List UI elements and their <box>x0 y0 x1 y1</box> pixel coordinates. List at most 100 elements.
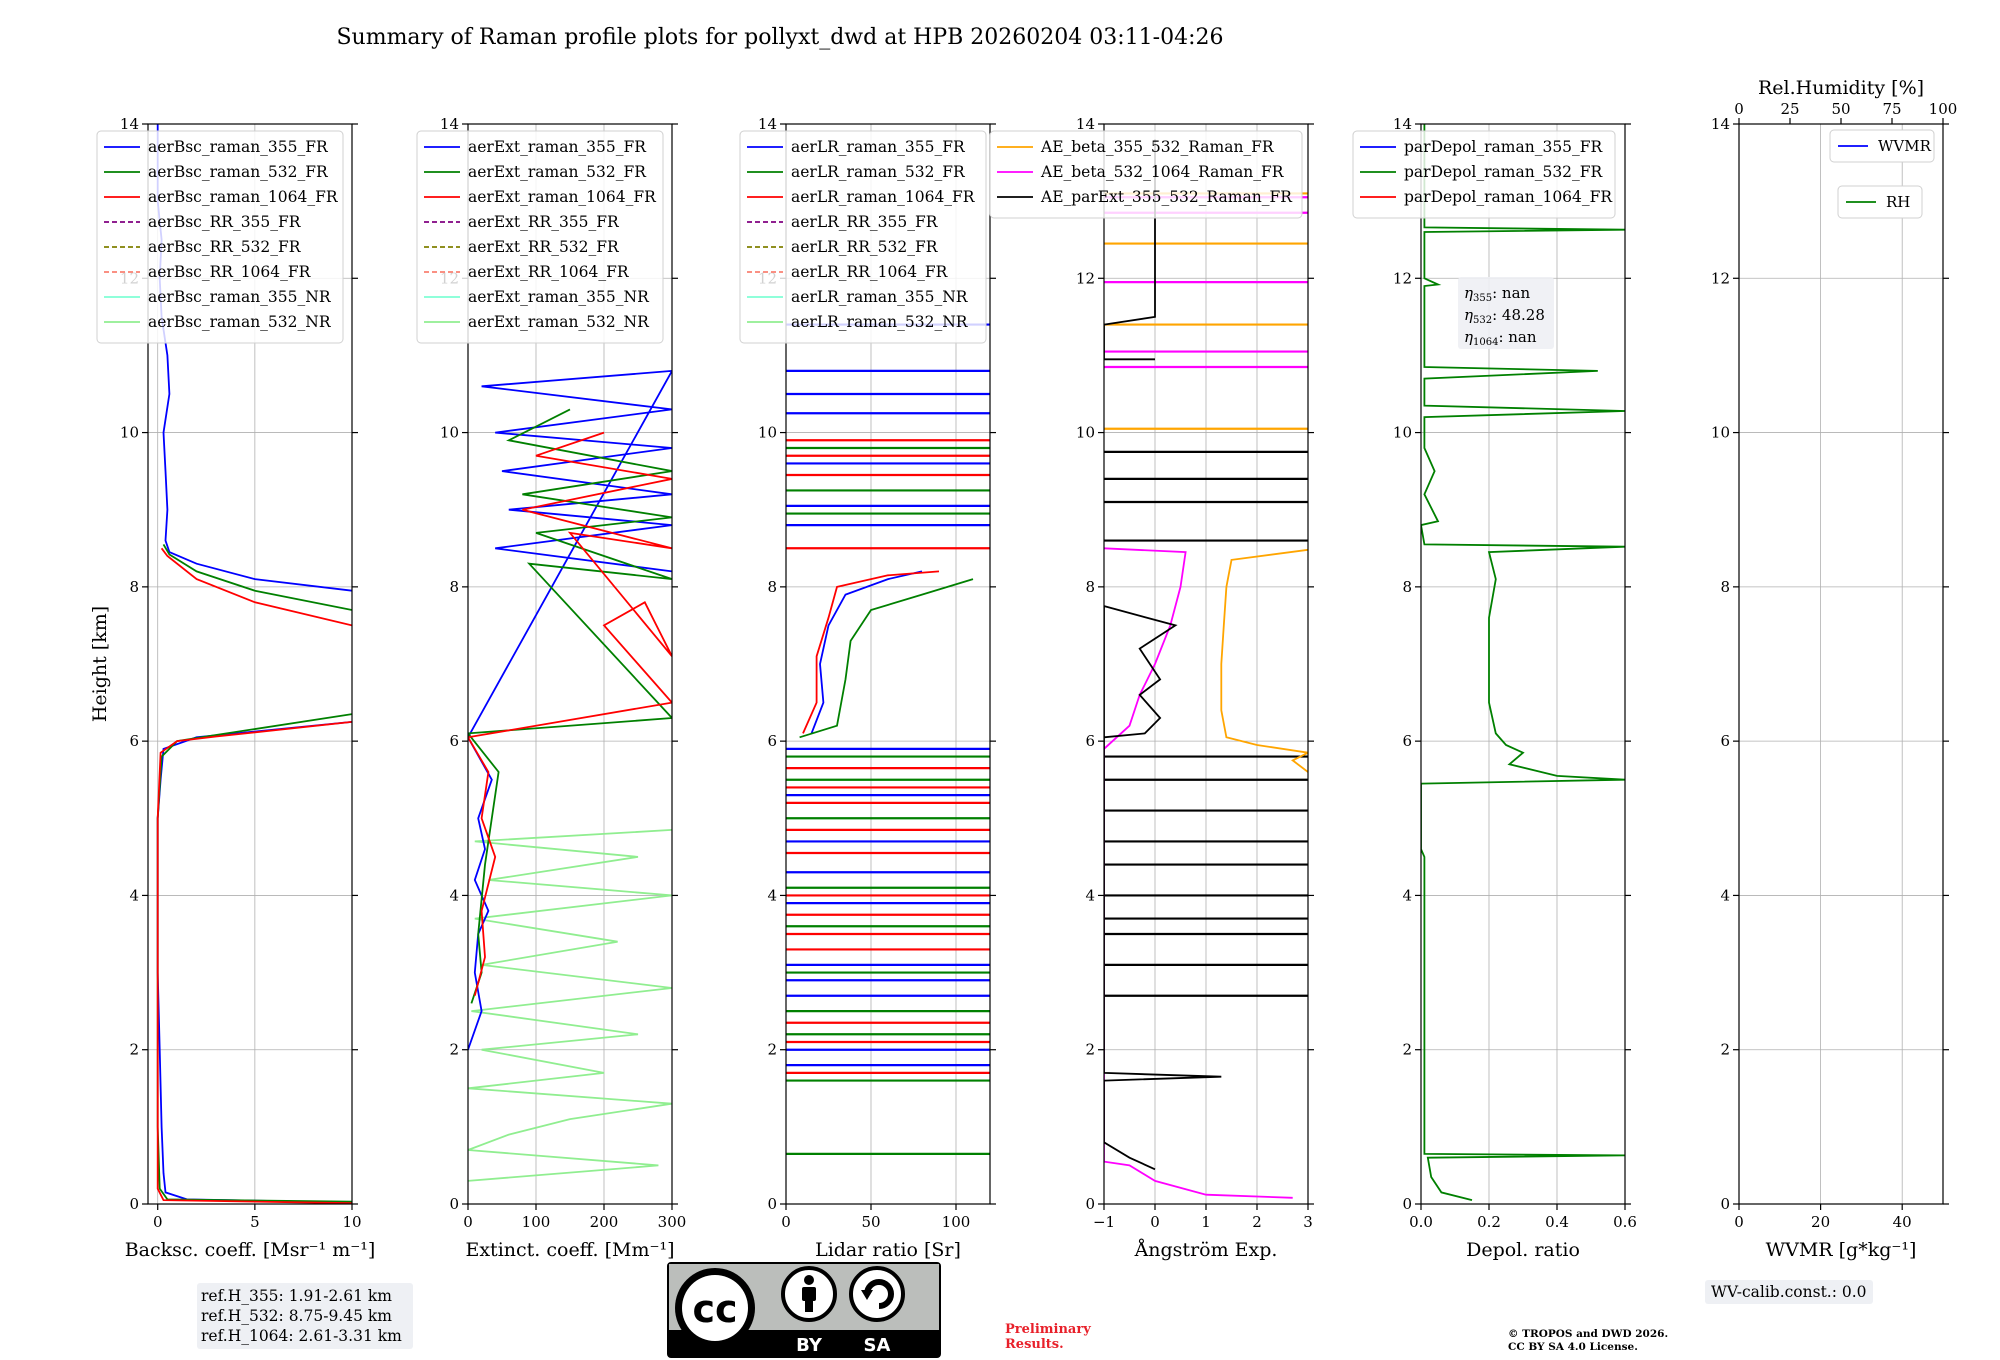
copyright-line-1: © TROPOS and DWD 2026. <box>1508 1328 1669 1340</box>
plot-area <box>786 323 990 1155</box>
by-label: BY <box>796 1335 823 1356</box>
y-tick-label: 0 <box>1720 1195 1730 1213</box>
y-tick-label: 8 <box>1720 578 1730 596</box>
series-aerBsc_raman_532_FR_upper <box>162 543 352 611</box>
panel-extinction: 024681012140100200300Extinct. coeff. [Mm… <box>416 115 687 1261</box>
top-x-tick-label: 75 <box>1882 100 1901 118</box>
preliminary-line-2: Results. <box>1005 1337 1064 1352</box>
eta-line: η355: nan <box>1464 284 1531 304</box>
x-tick-label: 0 <box>153 1213 163 1231</box>
axes-frame <box>785 123 991 1205</box>
x-axis-label: Lidar ratio [Sr] <box>815 1239 961 1261</box>
reference-height-box: ref.H_355: 1.91-2.61 km ref.H_532: 8.75-… <box>197 1283 413 1349</box>
y-tick-label: 14 <box>1393 115 1412 133</box>
legend-box <box>96 130 344 344</box>
legend-label: aerExt_raman_532_FR <box>468 163 647 181</box>
legend-label: aerBsc_raman_532_FR <box>148 163 329 181</box>
y-tick-label: 6 <box>1402 732 1412 750</box>
share-alike-icon <box>849 1266 905 1322</box>
y-tick-label: 8 <box>1402 578 1412 596</box>
legend-label: WVMR <box>1878 137 1932 155</box>
top-x-tick-label: 25 <box>1780 100 1799 118</box>
top-x-tick-label: 50 <box>1831 100 1850 118</box>
legend-label: aerLR_RR_355_FR <box>791 213 939 231</box>
y-tick-label: 12 <box>1393 269 1412 287</box>
wv-calib-text: WV-calib.const.: 0.0 <box>1711 1283 1867 1301</box>
x-axis-label: Ångström Exp. <box>1134 1239 1278 1261</box>
legend-label: aerLR_raman_1064_FR <box>791 188 976 206</box>
legend-label: aerLR_raman_355_FR <box>791 138 966 156</box>
legend-label: aerLR_raman_532_NR <box>791 313 969 331</box>
x-tick-label: 0 <box>781 1213 791 1231</box>
eta-box <box>1458 277 1554 349</box>
series-aerExt_raman_1064_FR <box>468 431 672 996</box>
legend-label: AE_beta_355_532_Raman_FR <box>1040 138 1275 156</box>
x-tick-label: 10 <box>342 1213 361 1231</box>
y-tick-label: 2 <box>1402 1041 1412 1059</box>
sa-label: SA <box>864 1335 891 1356</box>
series-parDepol_raman_532_FR <box>1421 124 1625 1201</box>
x-tick-label: 0.0 <box>1409 1213 1433 1231</box>
y-tick-label: 10 <box>1393 424 1412 442</box>
y-tick-label: 12 <box>1711 269 1730 287</box>
x-tick-label: 50 <box>861 1213 880 1231</box>
series-aerExt_raman_355_FR <box>468 369 672 1050</box>
axes-frame <box>1420 123 1626 1205</box>
y-tick-label: 10 <box>120 424 139 442</box>
wv-calib-box: WV-calib.const.: 0.0 <box>1705 1280 1873 1304</box>
x-tick-label: 20 <box>1811 1213 1830 1231</box>
legend-label: aerBsc_raman_355_FR <box>148 138 329 156</box>
y-tick-label: 2 <box>449 1041 459 1059</box>
legend-box <box>1837 185 1923 219</box>
y-tick-label: 4 <box>1085 886 1095 904</box>
panel-lidar_ratio: 02468101214050100Lidar ratio [Sr]aerLR_r… <box>739 115 996 1261</box>
y-axis-label: Height [km] <box>89 606 111 722</box>
y-tick-label: 6 <box>767 732 777 750</box>
y-tick-label: 0 <box>1085 1195 1095 1213</box>
axes-frame <box>1738 123 1944 1205</box>
person-icon <box>781 1266 837 1322</box>
legend-label: aerBsc_raman_355_NR <box>148 288 332 306</box>
legend-label: aerExt_RR_355_FR <box>468 213 620 231</box>
ref-h-532: ref.H_532: 8.75-9.45 km <box>201 1307 392 1325</box>
y-tick-label: 0 <box>129 1195 139 1213</box>
eta-line: η1064: nan <box>1464 328 1537 348</box>
cc-license-badge: cc BY SA <box>667 1262 941 1358</box>
legend-label: aerLR_RR_1064_FR <box>791 263 949 281</box>
y-tick-label: 14 <box>1711 115 1730 133</box>
series-AE_parExt_upper <box>1104 139 1156 361</box>
series-AE_beta_532_1064_Raman_FR <box>1104 547 1293 1199</box>
eta-line: η532: 48.28 <box>1464 306 1545 326</box>
x-tick-label: 300 <box>658 1213 687 1231</box>
y-tick-label: 6 <box>1085 732 1095 750</box>
y-tick-label: 8 <box>449 578 459 596</box>
y-tick-label: 10 <box>1711 424 1730 442</box>
y-tick-label: 2 <box>129 1041 139 1059</box>
y-tick-label: 0 <box>449 1195 459 1213</box>
top-x-tick-label: 0 <box>1734 100 1744 118</box>
legend-box <box>989 130 1303 219</box>
legend-label: aerExt_raman_355_NR <box>468 288 650 306</box>
ref-h-1064: ref.H_1064: 2.61-3.31 km <box>201 1327 402 1345</box>
svg-text:cc: cc <box>692 1287 737 1331</box>
y-tick-label: 6 <box>129 732 139 750</box>
y-tick-label: 0 <box>767 1195 777 1213</box>
legend-box <box>1829 129 1935 163</box>
x-tick-label: 1 <box>1201 1213 1211 1231</box>
copyright-line-2: CC BY SA 4.0 License. <box>1508 1341 1638 1353</box>
legend-label: AE_parExt_355_532_Raman_FR <box>1040 188 1293 206</box>
preliminary-note: Preliminary Results. <box>1005 1322 1091 1352</box>
legend-label: aerBsc_raman_1064_FR <box>148 188 339 206</box>
x-tick-label: 40 <box>1893 1213 1912 1231</box>
x-tick-label: 0.6 <box>1613 1213 1637 1231</box>
x-tick-label: 200 <box>590 1213 619 1231</box>
x-tick-label: 2 <box>1252 1213 1262 1231</box>
legend-box <box>1352 130 1616 219</box>
series-aerLR_raman_532_FR_layer <box>799 578 974 739</box>
x-tick-label: 0 <box>1150 1213 1160 1231</box>
x-tick-label: −1 <box>1093 1213 1115 1231</box>
y-tick-label: 4 <box>129 886 139 904</box>
y-tick-label: 10 <box>758 424 777 442</box>
